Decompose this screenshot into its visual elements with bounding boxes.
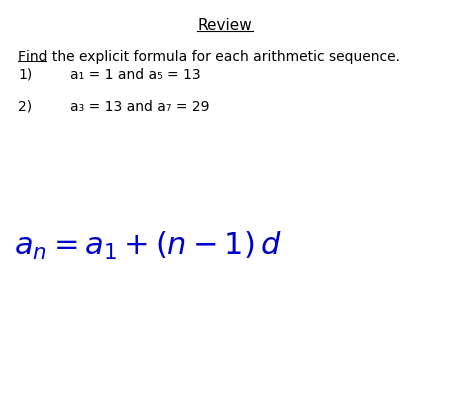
Text: a₃ = 13 and a₇ = 29: a₃ = 13 and a₇ = 29 bbox=[70, 100, 210, 114]
Text: F: F bbox=[18, 50, 26, 64]
Text: ind the explicit formula for each arithmetic sequence.: ind the explicit formula for each arithm… bbox=[26, 50, 400, 64]
Text: Review: Review bbox=[198, 18, 252, 33]
Text: 1): 1) bbox=[18, 68, 32, 82]
Text: 2): 2) bbox=[18, 100, 32, 114]
Text: a₁ = 1 and a₅ = 13: a₁ = 1 and a₅ = 13 bbox=[70, 68, 201, 82]
Text: $\mathit{a}_n = \mathit{a}_1 + (\mathit{n}-1)\,\mathit{d}$: $\mathit{a}_n = \mathit{a}_1 + (\mathit{… bbox=[14, 230, 282, 262]
